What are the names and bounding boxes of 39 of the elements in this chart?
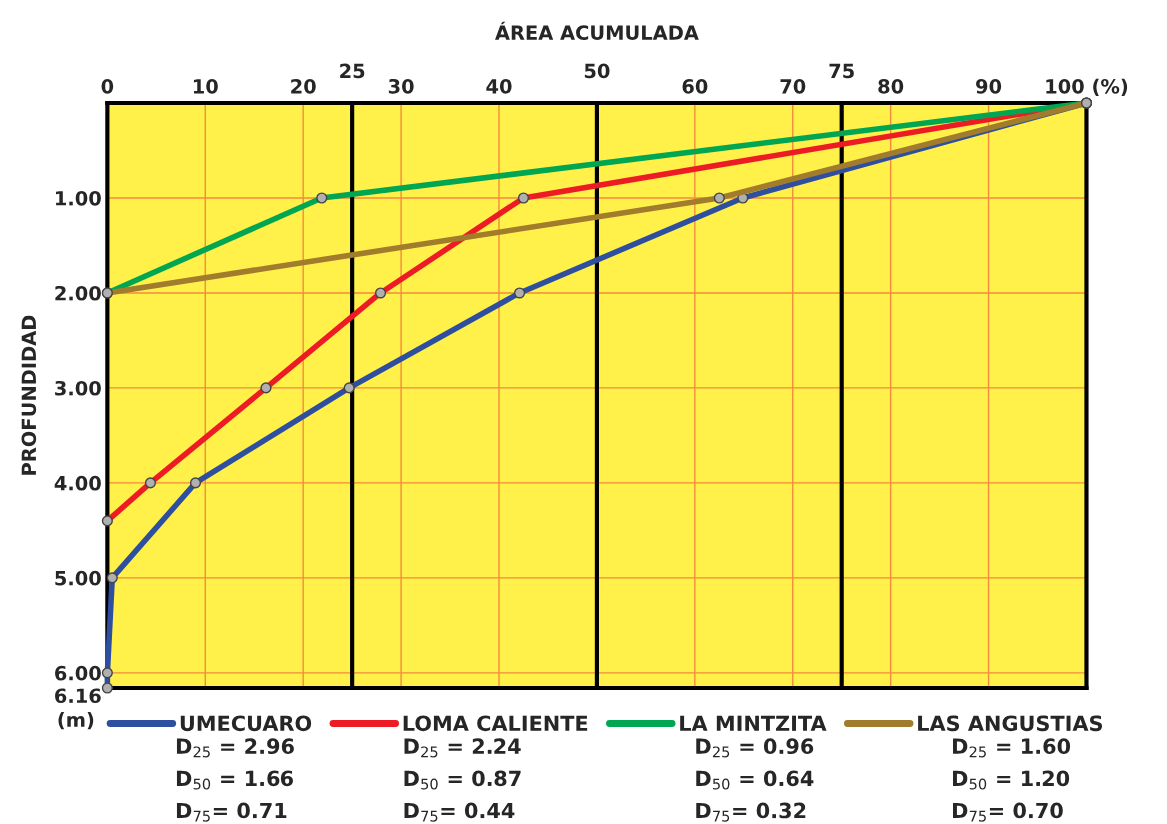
- text: D$_{75}$= 0.71: [176, 802, 287, 822]
- text: D$_{50}$ = 1.20: [953, 770, 1070, 790]
- y-tick-label: 2.00: [55, 285, 101, 301]
- legend-label: UMECUARO: [180, 715, 312, 732]
- text: D$_{25}$ = 2.24: [404, 738, 521, 758]
- y-tick-label: 1.00: [56, 190, 101, 206]
- x-tick-label: 70: [780, 78, 806, 94]
- legend-label: LA MINTZITA: [680, 715, 827, 731]
- legend-label: LAS ANGUSTIAS: [918, 715, 1103, 732]
- text: D$_{75}$= 0.32: [696, 802, 806, 822]
- x-tick-label: 80: [878, 78, 904, 94]
- x-tick-label: 40: [486, 78, 512, 94]
- text: D$_{50}$ = 1.66: [176, 770, 293, 790]
- y-tick-label: 6.00: [55, 665, 101, 681]
- y-tick-label: 5.00: [55, 570, 101, 586]
- text: D$_{25}$ = 0.96: [696, 738, 814, 758]
- x-tick-label: 0: [101, 78, 114, 94]
- y-tick-label: 3.00: [55, 380, 101, 396]
- x-axis-title: ÁREA ACUMULADA: [495, 21, 699, 41]
- x-tick-label: 10: [193, 78, 218, 94]
- text: D$_{25}$ = 1.60: [953, 738, 1071, 758]
- ref-line-label: 50: [584, 63, 610, 79]
- legend-label: LOMA CALIENTE: [403, 715, 588, 732]
- text: D$_{75}$= 0.70: [953, 802, 1063, 822]
- text: D$_{75}$= 0.44: [404, 802, 515, 822]
- x-tick-label: 20: [291, 78, 316, 94]
- x-tick-label: 30: [388, 78, 414, 94]
- y-tick-label: 6.16: [55, 688, 101, 704]
- text: D$_{25}$ = 2.96: [176, 738, 294, 758]
- text: (m): [58, 712, 94, 730]
- ref-line-label: 25: [340, 63, 365, 79]
- text: D$_{50}$ = 0.87: [404, 770, 521, 790]
- x-tick-label: 90: [976, 78, 1002, 94]
- y-axis-title: PROFUNDIDAD: [21, 315, 37, 475]
- y-tick-label: 4.00: [54, 475, 101, 491]
- text: D$_{50}$ = 0.64: [696, 770, 814, 790]
- x-tick-label: 60: [682, 78, 708, 94]
- ref-line-label: 75: [829, 63, 854, 79]
- x-tick-label: 100 (%): [1046, 78, 1128, 96]
